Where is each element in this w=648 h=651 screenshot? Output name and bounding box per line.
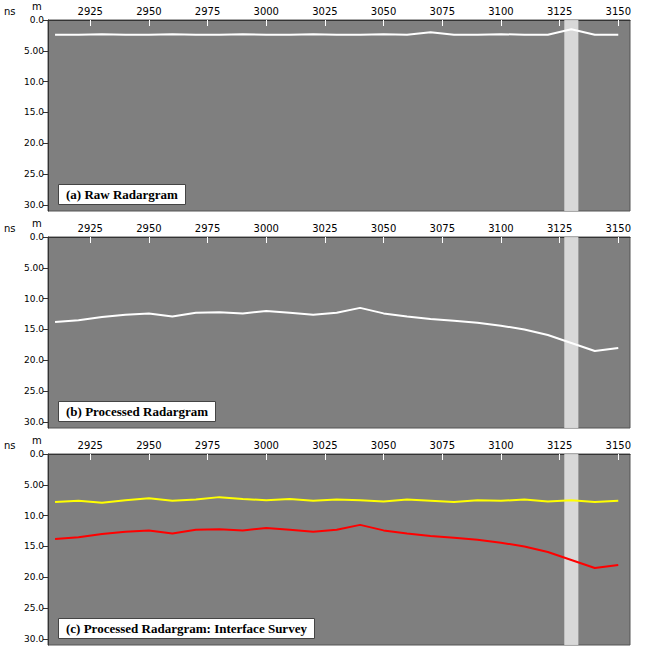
svg-text:m: m bbox=[32, 1, 42, 12]
svg-text:5.00: 5.00 bbox=[24, 46, 44, 56]
svg-text:3125: 3125 bbox=[547, 440, 572, 451]
svg-text:3000: 3000 bbox=[254, 223, 279, 234]
svg-text:10.0: 10.0 bbox=[24, 77, 44, 87]
svg-text:3075: 3075 bbox=[430, 440, 455, 451]
svg-text:(c) Processed Radargram: Inter: (c) Processed Radargram: Interface Surve… bbox=[66, 621, 307, 636]
svg-text:m: m bbox=[32, 435, 42, 446]
svg-text:ns: ns bbox=[4, 440, 16, 451]
svg-text:3025: 3025 bbox=[312, 6, 337, 17]
svg-text:3025: 3025 bbox=[312, 440, 337, 451]
svg-text:3100: 3100 bbox=[488, 223, 513, 234]
svg-text:25.0: 25.0 bbox=[24, 386, 44, 396]
svg-text:3050: 3050 bbox=[371, 440, 396, 451]
svg-text:3050: 3050 bbox=[371, 6, 396, 17]
svg-text:20.0: 20.0 bbox=[24, 572, 44, 582]
svg-text:m: m bbox=[32, 218, 42, 229]
svg-text:20.0: 20.0 bbox=[24, 355, 44, 365]
svg-text:30.0: 30.0 bbox=[24, 417, 44, 427]
svg-text:2975: 2975 bbox=[195, 6, 220, 17]
svg-text:2950: 2950 bbox=[136, 440, 161, 451]
svg-text:3125: 3125 bbox=[547, 223, 572, 234]
svg-text:30.0: 30.0 bbox=[24, 634, 44, 644]
svg-text:10.0: 10.0 bbox=[24, 294, 44, 304]
svg-text:15.0: 15.0 bbox=[24, 107, 44, 117]
svg-text:3025: 3025 bbox=[312, 223, 337, 234]
svg-text:15.0: 15.0 bbox=[24, 324, 44, 334]
svg-text:2925: 2925 bbox=[78, 223, 103, 234]
svg-text:2975: 2975 bbox=[195, 440, 220, 451]
svg-text:(b) Processed Radargram: (b) Processed Radargram bbox=[66, 404, 208, 419]
svg-text:ns: ns bbox=[4, 6, 16, 17]
svg-text:3100: 3100 bbox=[488, 440, 513, 451]
svg-text:0.0: 0.0 bbox=[30, 232, 45, 242]
svg-text:15.0: 15.0 bbox=[24, 541, 44, 551]
svg-text:2925: 2925 bbox=[78, 6, 103, 17]
svg-text:0.0: 0.0 bbox=[30, 449, 45, 459]
svg-text:5.00: 5.00 bbox=[24, 480, 44, 490]
svg-text:(a) Raw Radargram: (a) Raw Radargram bbox=[66, 187, 178, 202]
svg-text:30.0: 30.0 bbox=[24, 200, 44, 210]
svg-text:ns: ns bbox=[4, 223, 16, 234]
svg-text:3150: 3150 bbox=[606, 440, 631, 451]
svg-text:3075: 3075 bbox=[430, 223, 455, 234]
svg-text:2925: 2925 bbox=[78, 440, 103, 451]
svg-text:3125: 3125 bbox=[547, 6, 572, 17]
svg-text:20.0: 20.0 bbox=[24, 138, 44, 148]
svg-text:3150: 3150 bbox=[606, 223, 631, 234]
svg-text:2950: 2950 bbox=[136, 6, 161, 17]
svg-text:10.0: 10.0 bbox=[24, 511, 44, 521]
svg-text:3150: 3150 bbox=[606, 6, 631, 17]
svg-text:2975: 2975 bbox=[195, 223, 220, 234]
svg-text:25.0: 25.0 bbox=[24, 603, 44, 613]
svg-text:3075: 3075 bbox=[430, 6, 455, 17]
svg-text:25.0: 25.0 bbox=[24, 169, 44, 179]
svg-text:0.0: 0.0 bbox=[30, 15, 45, 25]
svg-text:3000: 3000 bbox=[254, 6, 279, 17]
svg-text:2950: 2950 bbox=[136, 223, 161, 234]
svg-text:3100: 3100 bbox=[488, 6, 513, 17]
svg-text:3000: 3000 bbox=[254, 440, 279, 451]
svg-text:3050: 3050 bbox=[371, 223, 396, 234]
svg-text:5.00: 5.00 bbox=[24, 263, 44, 273]
